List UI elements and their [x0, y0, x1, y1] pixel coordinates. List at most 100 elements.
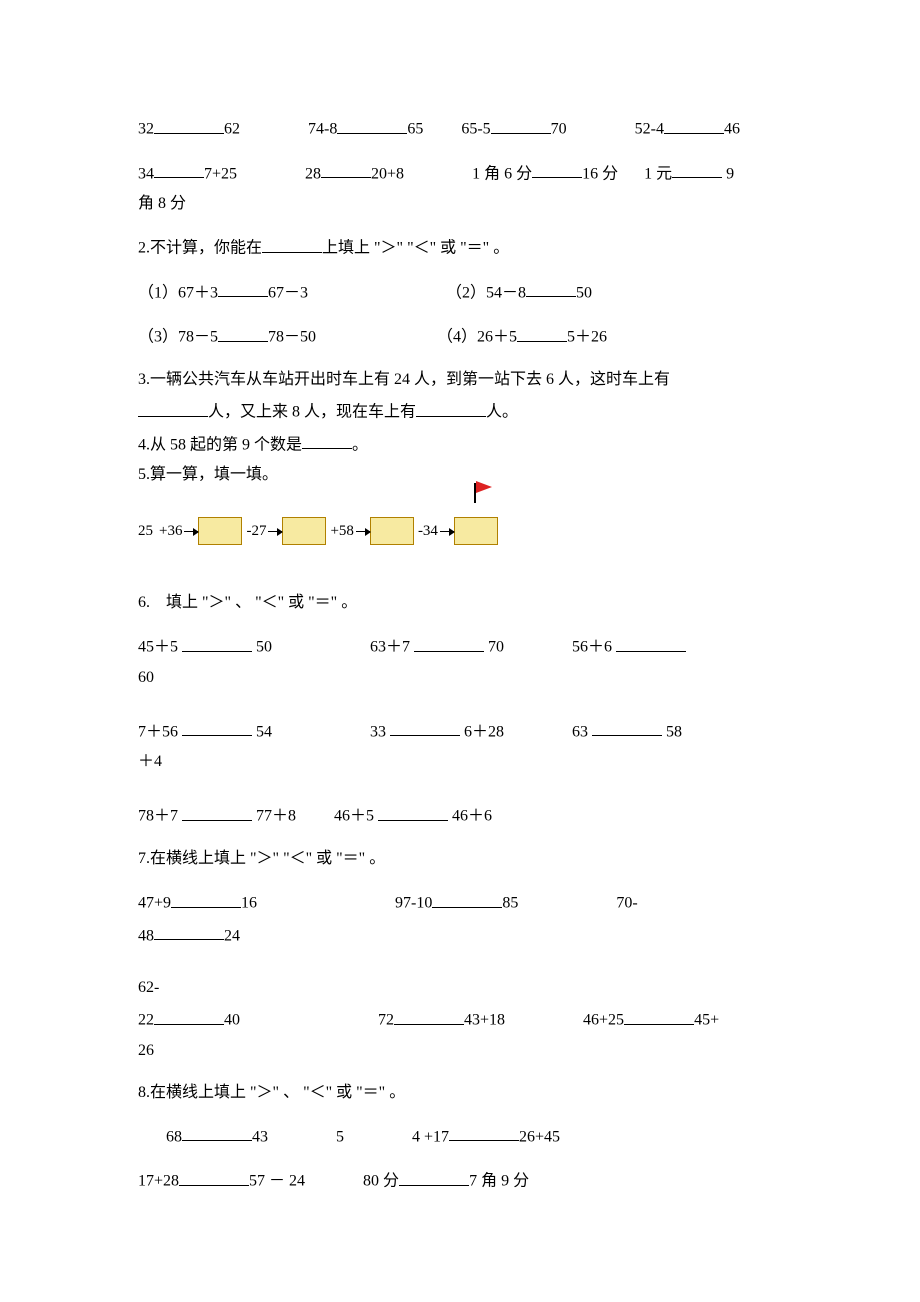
q5-title: 5.算一算，填一填。 [138, 463, 782, 487]
blank[interactable] [399, 1167, 469, 1186]
flow-box-4[interactable] [454, 517, 498, 545]
q3-line2: 人，又上来 8 人，现在车上有人。 [138, 398, 782, 425]
blank[interactable] [378, 802, 448, 821]
blank[interactable] [432, 889, 502, 908]
worksheet-page: 3262 74-865 65-570 52-446 347+25 2820+8 … [0, 0, 920, 1272]
blank[interactable] [414, 633, 484, 652]
flow-start: 25 [138, 520, 153, 543]
blank[interactable] [182, 718, 252, 737]
blank[interactable] [394, 1006, 464, 1025]
flow-box-2[interactable] [282, 517, 326, 545]
flow-box-3[interactable] [370, 517, 414, 545]
q7-title-text: 7.在横线上填上 "＞" "＜" 或 "＝" 。 [138, 850, 385, 867]
blank[interactable] [154, 160, 204, 179]
blank[interactable] [182, 1123, 252, 1142]
q1r1-c1: 65-5 [461, 121, 490, 138]
q1r1-b1: 74-8 [308, 121, 337, 138]
q5-flowchart: 25 +36 -27 +58 -34 [138, 507, 782, 563]
q6-row1: 45＋5 50 63＋7 70 56＋6 [138, 633, 782, 660]
blank[interactable] [218, 279, 268, 298]
q2-title-b: 上填上 "＞" "＜" 或 "＝" 。 [322, 240, 509, 257]
flow-op-2: -27 [246, 520, 266, 543]
flow-box-1[interactable] [198, 517, 242, 545]
q6-row2: 7＋56 54 33 6＋28 63 58 [138, 718, 782, 745]
q7r1-c1: 70- [616, 895, 637, 912]
q2-i1-r: 67－3 [268, 284, 308, 301]
arrow-icon [268, 531, 282, 532]
q6r3-a1: 78＋7 [138, 808, 178, 825]
blank[interactable] [321, 160, 371, 179]
q6r1-a2: 50 [252, 639, 272, 656]
blank[interactable] [592, 718, 662, 737]
q2-i4-r: 5＋26 [567, 329, 607, 346]
q2-i3-l: （3）78－5 [138, 329, 218, 346]
q1r2-a2: 7+25 [204, 165, 237, 182]
q7r2-b2: 43+18 [464, 1012, 505, 1029]
q2-i4-l: （4）26＋5 [437, 329, 517, 346]
blank[interactable] [182, 633, 252, 652]
blank[interactable] [154, 115, 224, 134]
arrow-icon [184, 531, 198, 532]
blank[interactable] [616, 633, 686, 652]
blank[interactable] [526, 279, 576, 298]
blank[interactable] [491, 115, 551, 134]
q8r1-a2: 43 [252, 1128, 268, 1145]
q7-title: 7.在横线上填上 "＞" "＜" 或 "＝" 。 [138, 847, 782, 871]
q8r1-a1: 68 [166, 1128, 182, 1145]
blank[interactable] [449, 1123, 519, 1142]
q7-row2-wrap: 26 [138, 1039, 782, 1063]
blank[interactable] [138, 398, 208, 417]
blank[interactable] [262, 234, 322, 253]
q8-title: 8.在横线上填上 "＞" 、 "＜" 或 "＝" 。 [138, 1081, 782, 1105]
blank[interactable] [154, 1006, 224, 1025]
blank[interactable] [171, 889, 241, 908]
q6r2-wrap: ＋4 [138, 753, 162, 770]
q1r1-a1: 32 [138, 121, 154, 138]
q7r1-wl: 48 [138, 927, 154, 944]
q2-i2-l: （2）54－8 [446, 284, 526, 301]
q7r1-a1: 47+9 [138, 895, 171, 912]
q2-title-a: 2.不计算，你能在 [138, 240, 262, 257]
blank[interactable] [664, 115, 724, 134]
q7r2-a1: 22 [138, 1012, 154, 1029]
q7-row1: 47+916 97-1085 70- [138, 889, 782, 916]
blank[interactable] [624, 1006, 694, 1025]
q3-line1: 3.一辆公共汽车从车站开出时车上有 24 人，到第一站下去 6 人，这时车上有 [138, 368, 782, 392]
q1-row1: 3262 74-865 65-570 52-446 [138, 115, 782, 142]
blank[interactable] [416, 398, 486, 417]
q6r2-b1: 33 [370, 723, 386, 740]
flow-op-1: +36 [159, 520, 182, 543]
blank[interactable] [517, 323, 567, 342]
q4-a: 4.从 58 起的第 9 个数是 [138, 436, 302, 453]
q6r2-b2: 6＋28 [460, 723, 504, 740]
blank[interactable] [672, 160, 722, 179]
q7r2-c1: 46+25 [583, 1012, 624, 1029]
q2-i1-l: （1）67＋3 [138, 284, 218, 301]
q7-row1-wrap: 48 24 [138, 922, 782, 949]
blank[interactable] [218, 323, 268, 342]
q7r1-wr: 24 [224, 927, 240, 944]
blank[interactable] [302, 431, 352, 450]
blank[interactable] [182, 802, 252, 821]
q8-row2: 17+2857 － 24 80 分7 角 9 分 [138, 1167, 782, 1194]
blank[interactable] [337, 115, 407, 134]
q7r2-a2: 40 [224, 1012, 240, 1029]
blank[interactable] [154, 922, 224, 941]
blank[interactable] [532, 160, 582, 179]
blank[interactable] [390, 718, 460, 737]
blank[interactable] [179, 1167, 249, 1186]
q7r2-wrap: 26 [138, 1042, 154, 1059]
q1r1-d2: 46 [724, 121, 740, 138]
q6-title: 6. 填上 "＞" 、 "＜" 或 "＝" 。 [138, 591, 782, 615]
arrow-icon [440, 531, 454, 532]
q7r1-b2: 85 [502, 895, 518, 912]
q7r1-b1: 97-10 [395, 895, 432, 912]
q2-line1: （1）67＋367－3 （2）54－850 [138, 279, 782, 306]
q1r1-b2: 65 [407, 121, 423, 138]
q1r2-b1: 28 [305, 165, 321, 182]
q8r1-b1: 5 [336, 1128, 344, 1145]
q1r2-a1: 34 [138, 165, 154, 182]
q7-row2-pre: 62- [138, 976, 782, 1000]
q6r2-c2: 58 [662, 723, 682, 740]
q1r2-wrap: 角 8 分 [138, 195, 186, 212]
